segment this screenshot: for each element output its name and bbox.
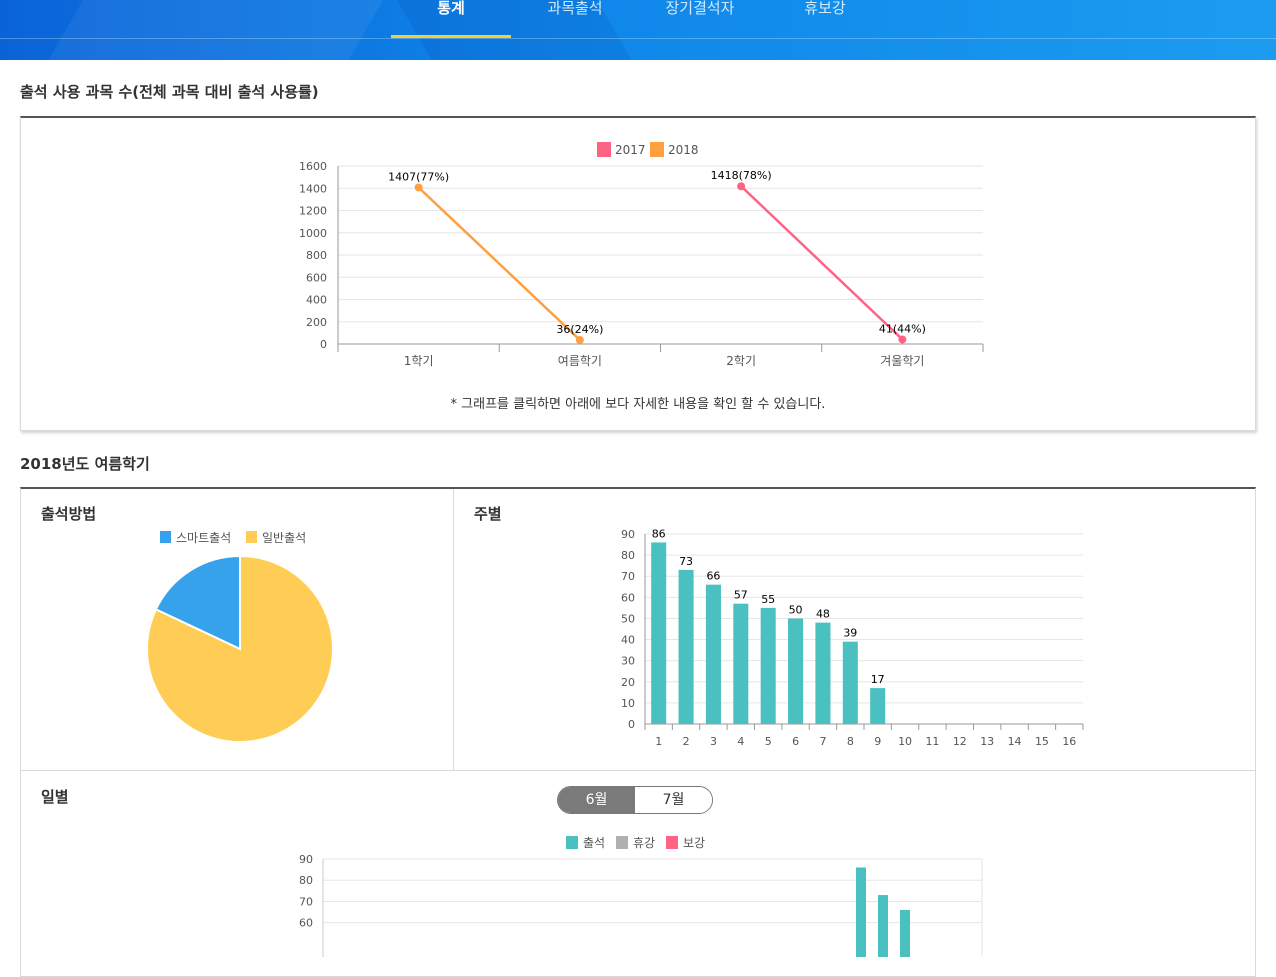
usage-line-chart[interactable]: 0 200 400 600 800 1000 1200 1400 1600 1학기 여름학기 2학기 겨…	[0, 0, 1276, 957]
data-point	[575, 335, 584, 344]
data-label: 36(24%)	[556, 323, 603, 336]
y-tick-label: 200	[306, 316, 327, 329]
data-point	[414, 183, 423, 192]
y-tick-label: 0	[320, 338, 327, 351]
summer-panel	[20, 487, 1256, 977]
data-point	[737, 182, 746, 191]
usage-section-title: 출석 사용 과목 수(전체 과목 대비 출석 사용률)	[20, 83, 319, 101]
y-tick-label: 1600	[299, 160, 327, 173]
legend-swatch	[597, 142, 611, 157]
tab-label: 휴보강	[804, 0, 846, 17]
legend-swatch	[650, 142, 664, 157]
summer-section-title: 2018년도 여름학기	[20, 455, 150, 473]
method-subtitle: 출석방법	[41, 505, 97, 523]
tab-label: 통계	[437, 0, 465, 17]
series-line	[740, 185, 904, 341]
tab-label: 장기결석자	[665, 0, 735, 17]
x-tick-label: 겨울학기	[880, 354, 924, 368]
tab-course-attendance[interactable]: 과목출석	[515, 0, 635, 38]
x-tick-label: 1학기	[404, 354, 434, 368]
month-june-button[interactable]: 6월	[558, 787, 635, 813]
legend-label: 2017	[615, 143, 646, 157]
daily-subtitle: 일별	[41, 788, 69, 806]
panel-divider	[453, 489, 454, 770]
data-label: 1418(78%)	[711, 169, 772, 182]
active-tab-underline	[391, 35, 511, 38]
tab-statistics[interactable]: 통계	[391, 0, 511, 38]
tab-label: 과목출석	[547, 0, 603, 17]
month-july-button[interactable]: 7월	[635, 787, 712, 813]
legend-label: 2018	[668, 143, 699, 157]
panel-divider	[21, 770, 1255, 771]
y-tick-label: 800	[306, 249, 327, 262]
chart-click-note: * 그래프를 클릭하면 아래에 보다 자세한 내용을 확인 할 수 있습니다.	[450, 397, 826, 412]
top-nav-bar: 통계 과목출석 장기결석자 휴보강	[0, 0, 1276, 60]
data-label: 1407(77%)	[388, 170, 449, 183]
month-toggle: 6월 7월	[557, 786, 713, 814]
weekly-subtitle: 주별	[474, 505, 502, 523]
y-tick-label: 400	[306, 294, 327, 307]
y-tick-label: 1000	[299, 227, 327, 240]
series-line	[417, 186, 581, 341]
tab-cancel-makeup[interactable]: 휴보강	[765, 0, 885, 38]
data-point	[898, 335, 907, 344]
y-tick-label: 600	[306, 271, 327, 284]
tab-long-absentees[interactable]: 장기결석자	[640, 0, 760, 38]
x-tick-label: 2학기	[726, 354, 756, 368]
header-divider	[0, 38, 1276, 39]
x-tick-label: 여름학기	[558, 354, 602, 368]
usage-panel	[20, 116, 1256, 431]
y-tick-label: 1400	[299, 182, 327, 195]
data-label: 41(44%)	[879, 322, 926, 335]
y-tick-label: 1200	[299, 205, 327, 218]
